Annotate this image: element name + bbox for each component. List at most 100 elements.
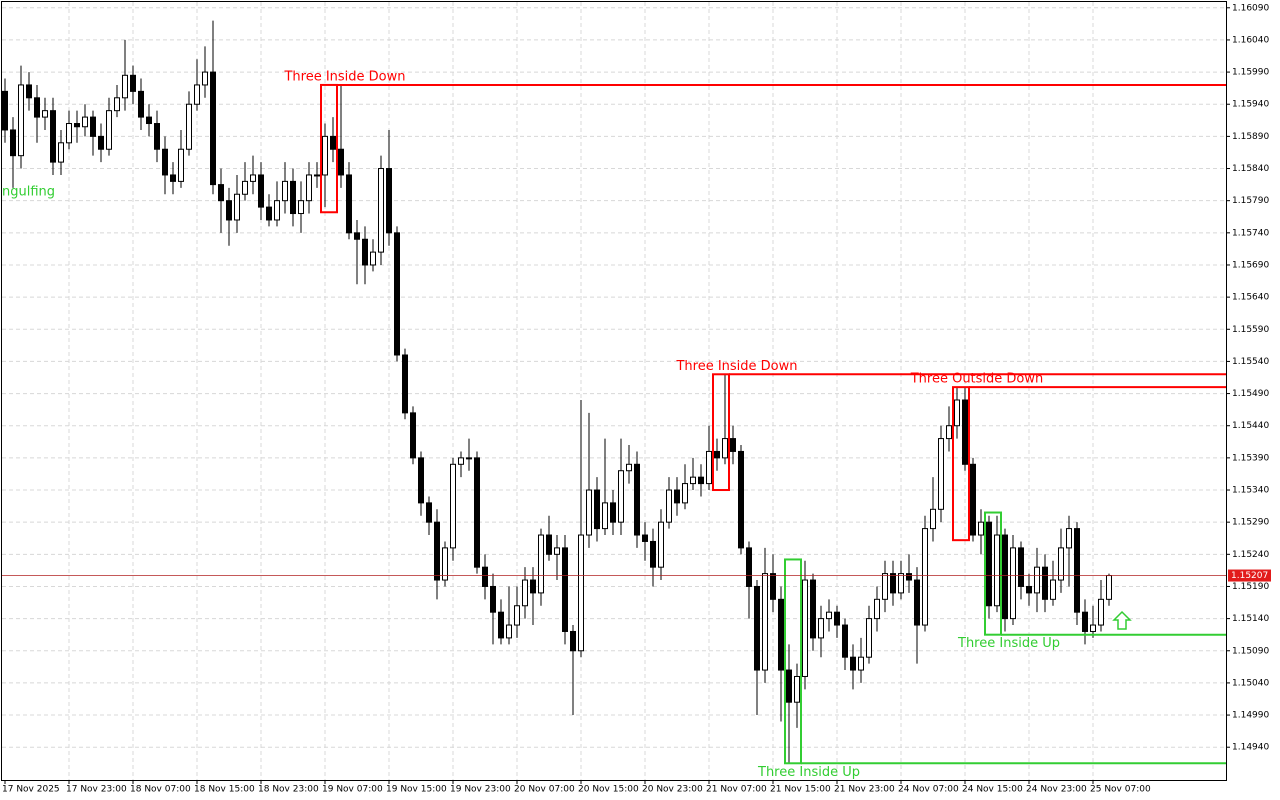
candle-body [258,174,264,208]
candle-body [906,573,912,581]
candle-body [1058,547,1064,581]
y-tick-label: 1.15340 [1232,486,1269,496]
candle-body [370,251,376,266]
y-tick-label: 1.15740 [1232,228,1269,238]
candle-body [986,521,992,607]
candle-body [506,624,512,639]
candle-body [802,579,808,677]
candle-body [1034,566,1040,594]
candle-body [618,470,624,523]
candle-body [1066,528,1072,549]
candle-body [82,116,88,128]
x-tick-label: 19 Nov 15:00 [386,785,447,795]
candle-body [290,180,296,215]
candle-body [66,123,72,144]
candle-body [682,483,688,504]
candle-body [626,463,632,472]
candle-body [138,90,144,118]
pattern-label: Three Inside Down [675,359,797,374]
y-tick-label: 1.15940 [1232,100,1269,110]
candle-body [634,463,640,536]
candle-body [522,579,528,607]
plot-frame [1,1,1227,781]
y-tick-label: 1.15890 [1232,132,1269,142]
x-tick-label: 20 Nov 07:00 [514,785,575,795]
candle-body [578,534,584,652]
candle-body [850,656,856,671]
x-tick-label: 24 Nov 15:00 [962,785,1023,795]
pattern-box [712,373,730,492]
y-tick-label: 1.15690 [1232,260,1269,270]
pattern-label: Three Inside Up [757,765,860,780]
candle-body [818,618,824,639]
x-tick-label: 21 Nov 23:00 [834,785,895,795]
candle-body [1082,611,1088,632]
last-price-label: 1.15207 [1231,571,1268,581]
candle-body [226,200,232,221]
candle-body [482,566,488,587]
x-tick-label: 19 Nov 23:00 [450,785,511,795]
candle-body [1106,575,1112,600]
candle-body [250,174,256,182]
buy-arrow [1112,610,1132,630]
candle-body [594,489,600,530]
candle-body [874,598,880,620]
candle-body [714,450,720,459]
candle-body [978,521,984,536]
candle-body [474,457,480,568]
x-tick-label: 17 Nov 2025 [2,785,60,795]
axes: 1.16090 1.16040 1.15990 1.15940 1.15890 1.158… [2,3,1271,795]
candle-body [666,489,672,523]
candle-body [154,123,160,150]
y-tick-label: 1.15990 [1232,68,1269,78]
x-tick-label: 18 Nov 15:00 [194,785,255,795]
candle-body [202,71,208,86]
candle-body [890,573,896,594]
candle-body [810,579,816,639]
candle-body [122,74,128,99]
candle-body [898,573,904,594]
x-tick-label: 21 Nov 15:00 [770,785,831,795]
candle-body [466,457,472,460]
candle-body [1002,534,1008,620]
candle-body [778,598,784,671]
candle-body [146,116,152,125]
candle-body [722,438,728,459]
candle-body [498,611,504,639]
y-tick-label: 1.15190 [1232,582,1269,592]
candle-body [562,547,568,632]
y-tick-label: 1.14940 [1232,743,1269,753]
y-tick-label: 1.15490 [1232,389,1269,399]
candle-body [338,148,344,176]
pattern-box [784,558,802,765]
y-tick-label: 1.15390 [1232,453,1269,463]
candle-body [1090,624,1096,632]
candle-body [18,84,24,157]
candle-body [322,135,328,176]
y-tick-label: 1.15790 [1232,196,1269,206]
candle-body [922,528,928,626]
candle-body [186,103,192,150]
candle-body [1026,585,1032,594]
y-tick-label: 1.15440 [1232,421,1269,431]
candle-body [434,521,440,581]
candle-body [658,521,664,568]
candle-body [730,438,736,452]
y-tick-label: 1.15140 [1232,614,1269,624]
candle-body [346,174,352,234]
candle-body [826,611,832,620]
candle-body [834,611,840,626]
candle-body [610,502,616,523]
candle-body [914,579,920,626]
candle-body [754,585,760,671]
candle-body [962,399,968,465]
candle-body [194,84,200,105]
candle-body [762,573,768,671]
x-tick-label: 24 Nov 23:00 [1026,785,1087,795]
pattern-box [320,83,338,214]
grid [2,2,1226,780]
candle-body [674,489,680,504]
candle-body [242,180,248,195]
pattern-label: Three Inside Down [283,69,405,84]
candle-body [98,135,104,150]
